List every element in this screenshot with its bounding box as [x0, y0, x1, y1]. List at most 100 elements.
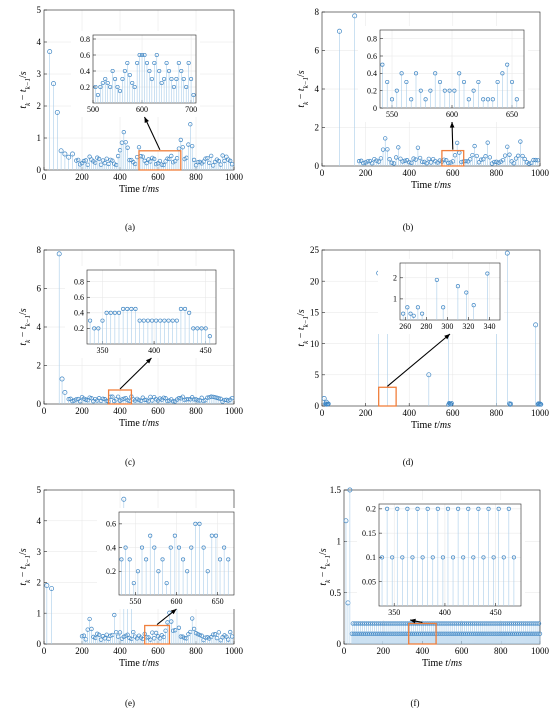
data-point	[379, 555, 385, 560]
data-point	[116, 310, 122, 315]
data-point	[456, 506, 461, 511]
data-point	[144, 557, 149, 562]
data-point	[385, 79, 390, 85]
x-tick-label: 650	[506, 110, 518, 119]
data-point	[117, 88, 123, 94]
data-point	[157, 68, 162, 74]
chart-panel-c: 0 200 400 600 800 1000 0 2 4 6 8 350 400 450 0.2 0.4 0.6…	[18, 245, 244, 467]
data-point	[511, 555, 516, 560]
inset-background	[65, 266, 220, 358]
data-point	[389, 97, 395, 102]
data-point	[220, 153, 225, 158]
data-point	[399, 71, 404, 76]
y-tick-label: 0.4	[367, 69, 377, 78]
data-point	[62, 151, 68, 157]
data-point	[385, 506, 390, 511]
x-tick-label: 600	[446, 168, 460, 178]
zoom-region	[107, 389, 133, 405]
y-tick-label: 2	[315, 123, 320, 133]
data-point	[120, 76, 125, 82]
arrow-head	[144, 117, 149, 123]
zoom-arrow	[144, 116, 161, 151]
data-point	[425, 506, 430, 511]
data-point	[509, 79, 515, 85]
data-point	[181, 76, 186, 82]
data-point	[529, 160, 534, 166]
data-point	[452, 153, 458, 158]
y-tick-label: 0	[37, 165, 42, 175]
data-point	[139, 545, 145, 550]
x-axis-label: Time t/ms	[119, 418, 159, 429]
y-tick-label: 2	[37, 361, 42, 371]
data-point	[103, 76, 108, 82]
data-point	[506, 506, 511, 511]
arrow-head	[170, 609, 177, 615]
inset-background	[71, 31, 200, 117]
data-point	[184, 84, 189, 90]
data-point	[157, 158, 163, 164]
data-point	[508, 401, 513, 406]
data-point	[400, 159, 405, 164]
y-tick-label: 1	[37, 133, 42, 143]
data-point	[108, 84, 113, 90]
data-point	[228, 629, 233, 635]
x-tick-label: 1000	[225, 646, 244, 656]
data-point	[376, 159, 381, 164]
data-point	[410, 555, 415, 560]
data-point	[213, 533, 218, 538]
y-tick-label: 0.6	[74, 293, 84, 302]
data-point	[140, 154, 145, 159]
data-point	[363, 160, 368, 165]
x-tick-label: 650	[212, 597, 224, 606]
data-point	[415, 305, 420, 310]
data-point	[507, 152, 512, 157]
data-point	[49, 586, 55, 592]
x-tick-label: 350	[388, 608, 400, 617]
data-point	[137, 318, 142, 323]
data-point	[495, 79, 500, 85]
data-point	[169, 153, 174, 159]
x-tick-label: 0	[42, 646, 47, 656]
y-tick-label: 2	[37, 101, 42, 111]
data-point	[186, 396, 191, 402]
data-point	[426, 156, 431, 162]
x-tick-label: 600	[446, 408, 460, 418]
data-point	[535, 158, 540, 163]
chart-panel-b: 0 200 400 600 800 1000 0 2 4 6 8 550 600 650 0 0.2 0.4 0.…	[296, 7, 550, 232]
y-tick-label: 5	[315, 370, 320, 380]
data-point	[448, 402, 454, 407]
data-point	[423, 97, 428, 102]
data-point	[133, 306, 138, 311]
x-tick-label: 800	[490, 408, 504, 418]
data-point	[123, 140, 128, 145]
data-point	[110, 158, 115, 163]
data-point	[394, 88, 399, 93]
x-tick-label: 0	[42, 172, 47, 182]
arrow-head	[449, 122, 455, 128]
panel-label: (a)	[125, 222, 135, 232]
y-axis-label: tk − tk−1/s	[318, 548, 332, 585]
data-point	[136, 145, 142, 150]
data-point	[361, 160, 366, 166]
data-point	[169, 619, 174, 624]
data-point	[359, 158, 364, 163]
data-point	[113, 76, 118, 82]
data-point	[186, 60, 191, 66]
data-point	[100, 318, 105, 323]
x-tick-label: 0	[320, 168, 325, 178]
y-axis-label: tk − tk−1/s	[18, 548, 32, 585]
data-point	[367, 158, 373, 164]
x-tick-label: 300	[441, 322, 453, 331]
data-point	[152, 156, 157, 162]
data-point	[440, 555, 445, 560]
data-point	[108, 310, 113, 315]
data-point	[471, 303, 476, 308]
data-point	[174, 318, 179, 323]
data-point	[518, 139, 523, 144]
data-point	[441, 305, 446, 310]
x-tick-label: 400	[439, 608, 451, 617]
y-tick-label: 4	[37, 322, 42, 332]
data-point	[127, 557, 132, 562]
x-tick-label: 800	[189, 646, 203, 656]
y-tick-label: 1	[393, 295, 397, 304]
